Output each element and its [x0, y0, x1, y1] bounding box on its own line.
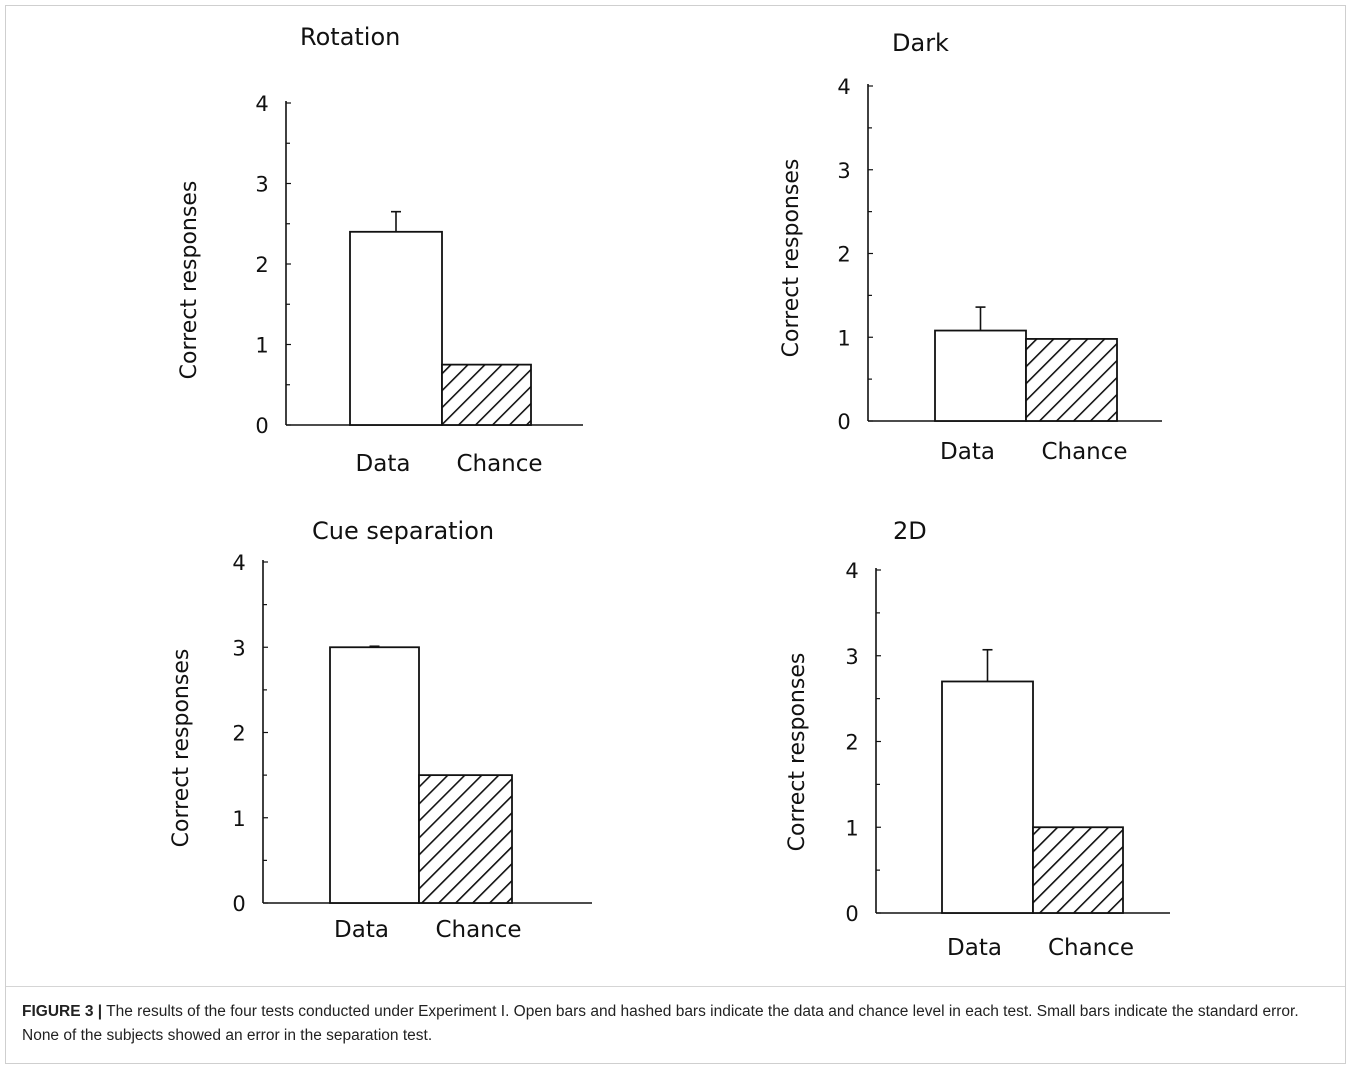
y-tick-label: 2	[232, 722, 245, 746]
data-bar	[329, 646, 420, 904]
x-category-label: Chance	[456, 451, 542, 477]
y-tick-label: 2	[837, 243, 850, 267]
y-tick-label: 3	[845, 645, 858, 669]
y-tick-label: 4	[232, 551, 245, 575]
y-tick-label: 4	[837, 75, 850, 99]
figure-caption: FIGURE 3 | The results of the four tests…	[22, 1000, 1332, 1048]
chance-bar	[441, 363, 532, 426]
figure-panels: Rotation Correct responses 0 1 2 3 4 Data Chance…	[169, 23, 1170, 961]
chance-bar	[418, 774, 513, 904]
y-tick-label: 4	[845, 559, 858, 583]
y-tick-label: 0	[845, 902, 858, 926]
data-bar	[934, 329, 1027, 422]
data-bar	[349, 230, 443, 426]
y-tick-label: 0	[837, 410, 850, 434]
x-category-label: Chance	[1041, 439, 1127, 465]
y-tick-label: 2	[255, 253, 268, 277]
y-tick-label: 3	[837, 159, 850, 183]
y-tick-label: 1	[255, 334, 268, 358]
chart-title: Rotation	[300, 23, 400, 51]
chart-title: Dark	[892, 29, 949, 57]
x-category-label: Data	[940, 439, 995, 465]
y-tick-label: 3	[232, 636, 245, 660]
chart-panel-2: Dark Correct responses 0 1 2 3 4 Data Chance	[779, 29, 1162, 465]
caption-label: FIGURE 3 |	[22, 1003, 103, 1020]
y-tick-label: 1	[837, 326, 850, 350]
y-tick-label: 1	[845, 816, 858, 840]
x-category-label: Chance	[435, 917, 521, 943]
caption-divider	[6, 986, 1345, 987]
y-axis-label: Correct responses	[785, 653, 810, 852]
chart-title: Cue separation	[312, 517, 494, 545]
y-tick-label: 4	[255, 92, 268, 116]
y-tick-label: 0	[232, 892, 245, 916]
chart-title: 2D	[893, 517, 927, 545]
y-axis-label: Correct responses	[177, 181, 202, 380]
chance-bar	[1025, 338, 1118, 422]
chart-panel-3: Cue separation Correct responses 0 1 2 3 4 Data…	[169, 517, 592, 943]
y-tick-label: 1	[232, 807, 245, 831]
y-tick-label: 2	[845, 731, 858, 755]
x-category-label: Data	[334, 917, 389, 943]
y-tick-label: 3	[255, 173, 268, 197]
chance-bar	[1032, 826, 1124, 914]
chart-panel-1: Rotation Correct responses 0 1 2 3 4 Data Chance	[177, 23, 583, 477]
data-bar	[941, 680, 1034, 914]
caption-text: The results of the four tests conducted …	[22, 1003, 1299, 1044]
chart-panel-4: 2D Correct responses 0 1 2 3 4 Data Chance	[785, 517, 1170, 961]
x-category-label: Data	[947, 935, 1002, 961]
y-tick-label: 0	[255, 414, 268, 438]
x-category-label: Data	[356, 451, 411, 477]
y-axis-label: Correct responses	[169, 649, 194, 848]
y-axis-label: Correct responses	[779, 159, 804, 358]
x-category-label: Chance	[1048, 935, 1134, 961]
